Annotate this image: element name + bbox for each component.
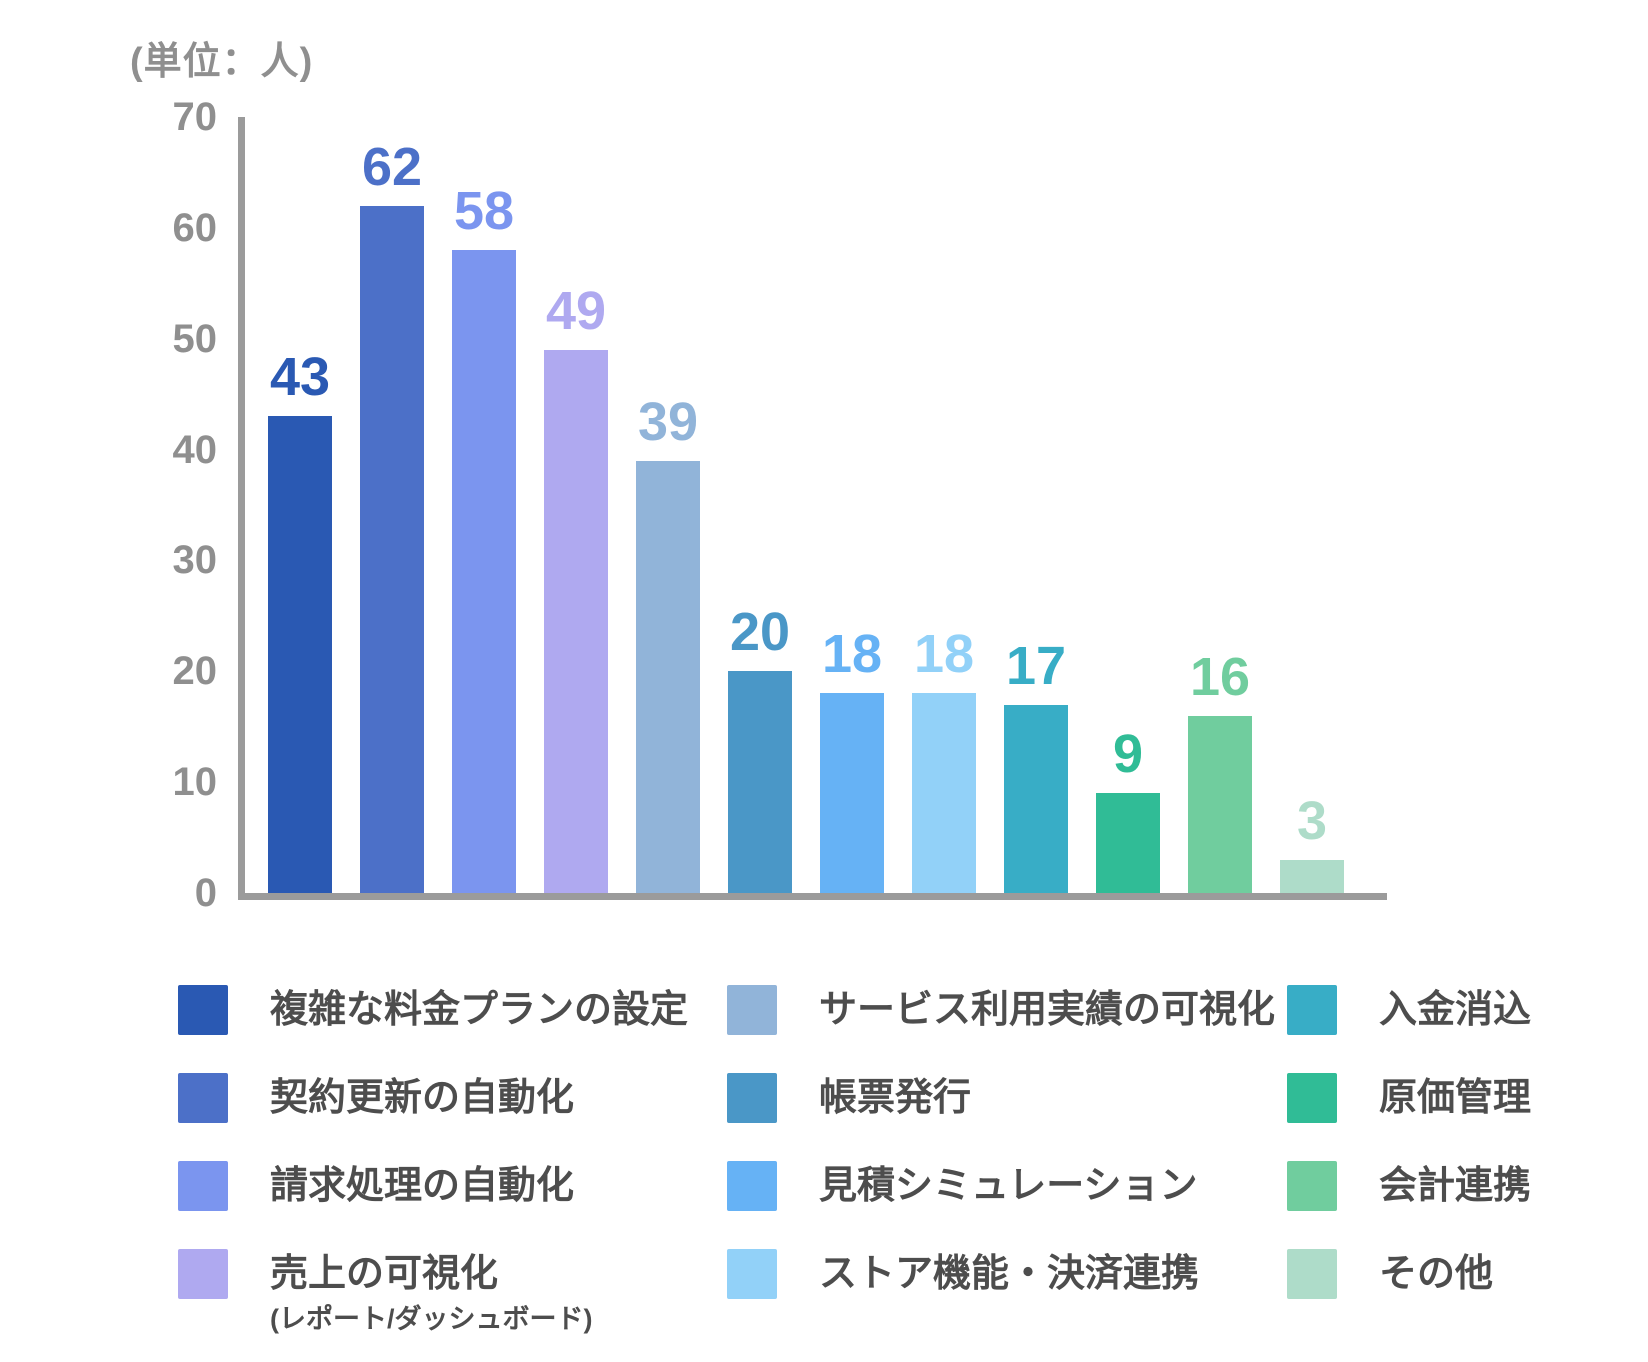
legend-swatch (1287, 1073, 1337, 1123)
legend-swatch (1287, 1249, 1337, 1299)
legend-item-label: 売上の可視化 (270, 1253, 499, 1295)
legend-swatch (178, 1161, 228, 1211)
unit-label: (単位：人) (130, 41, 314, 83)
legend-item-text: 入金消込 (1379, 985, 1531, 1035)
legend-item: 会計連携 (1287, 1161, 1531, 1211)
legend-item: 入金消込 (1287, 985, 1531, 1035)
legend-item: 複雑な料金プランの設定 (178, 985, 688, 1035)
bar-value-label: 9 (1112, 724, 1144, 784)
bar-value-label: 62 (361, 137, 423, 197)
y-axis-tick-label: 10 (172, 760, 218, 805)
legend-item-label: 原価管理 (1379, 1077, 1532, 1119)
bar-value-label: 43 (269, 347, 331, 407)
bar-value-label: 58 (453, 181, 515, 241)
legend-swatch (178, 1249, 228, 1299)
legend-swatch (727, 1249, 777, 1299)
legend-item: 契約更新の自動化 (178, 1073, 688, 1123)
y-axis-tick-label: 40 (172, 427, 218, 472)
legend-swatch (1287, 1161, 1337, 1211)
legend-item-label: サービス利用実績の可視化 (819, 989, 1276, 1031)
bar-value-label: 49 (545, 281, 607, 341)
bar-請求処理の自動化 (452, 250, 516, 893)
legend-column: 入金消込原価管理会計連携その他 (1287, 985, 1531, 1337)
legend-item-text: サービス利用実績の可視化 (819, 985, 1275, 1035)
legend-item-label: ストア機能・決済連携 (819, 1253, 1200, 1295)
legend-swatch (1287, 985, 1337, 1035)
legend-item-label: 会計連携 (1379, 1165, 1532, 1207)
bar-その他 (1280, 860, 1344, 893)
legend-item: 売上の可視化 (レポート/ダッシュボード) (178, 1249, 688, 1337)
legend-item-label: 請求処理の自動化 (270, 1165, 575, 1207)
bar-複雑な料金プランの設定 (268, 416, 332, 893)
legend-item-sublabel: (レポート/ダッシュボード) (270, 1304, 593, 1334)
legend-item: ストア機能・決済連携 (727, 1249, 1275, 1299)
legend-swatch (727, 1161, 777, 1211)
bar-原価管理 (1096, 793, 1160, 893)
bar-入金消込 (1004, 705, 1068, 893)
legend-item-text: 請求処理の自動化 (270, 1161, 574, 1211)
legend-item: その他 (1287, 1249, 1531, 1299)
bar-value-label: 16 (1189, 647, 1251, 707)
legend-item-text: 帳票発行 (819, 1073, 971, 1123)
y-axis-tick-label: 70 (172, 95, 218, 139)
y-axis-tick-label: 20 (172, 649, 218, 694)
legend-item-text: 見積シミュレーション (819, 1161, 1197, 1211)
legend-item-text: 売上の可視化 (レポート/ダッシュボード) (270, 1249, 592, 1337)
legend-item-text: 契約更新の自動化 (270, 1073, 574, 1123)
legend-item-label: 契約更新の自動化 (270, 1077, 575, 1119)
bar-契約更新の自動化 (360, 206, 424, 893)
bar-ストア機能・決済連携 (912, 693, 976, 893)
legend-item-label: 帳票発行 (819, 1077, 972, 1119)
bar-value-label: 39 (637, 392, 699, 452)
legend-item: 帳票発行 (727, 1073, 1275, 1123)
bar-value-label: 17 (1005, 636, 1067, 696)
bar-帳票発行 (728, 671, 792, 893)
legend-item: 見積シミュレーション (727, 1161, 1275, 1211)
legend-swatch (178, 985, 228, 1035)
legend-swatch (727, 1073, 777, 1123)
legend-column: 複雑な料金プランの設定 契約更新の自動化 請求処理の自動化 売上の可視化 (レポート/ダ… (178, 985, 688, 1362)
y-axis-tick-label: 60 (172, 205, 218, 250)
legend-item-text: ストア機能・決済連携 (819, 1249, 1199, 1299)
legend-item-text: その他 (1379, 1249, 1493, 1299)
legend-item: 原価管理 (1287, 1073, 1531, 1123)
legend-column: サービス利用実績の可視化 帳票発行見積シミュレーション ストア機能・決済連携 (727, 985, 1275, 1337)
legend-item-text: 複雑な料金プランの設定 (270, 985, 688, 1035)
legend-swatch (178, 1073, 228, 1123)
bar-value-label: 20 (729, 602, 791, 662)
legend-item-text: 会計連携 (1379, 1161, 1531, 1211)
bar-会計連携 (1188, 716, 1252, 893)
legend-item-label: 見積シミュレーション (819, 1165, 1198, 1207)
bar-value-label: 18 (821, 624, 883, 684)
bar-見積シミュレーション (820, 693, 884, 893)
bar-売上の可視化（レポート/ダッシュボード） (544, 350, 608, 893)
y-axis-tick-label: 0 (194, 871, 217, 915)
legend-swatch (727, 985, 777, 1035)
legend-item: 請求処理の自動化 (178, 1161, 688, 1211)
bar-value-label: 3 (1296, 791, 1328, 851)
bar-サービス利用実績の可視化 (636, 461, 700, 893)
legend-item-label: 複雑な料金プランの設定 (270, 989, 689, 1031)
legend-item: サービス利用実績の可視化 (727, 985, 1275, 1035)
y-axis-tick-label: 30 (172, 538, 218, 583)
y-axis-tick-label: 50 (172, 316, 218, 361)
legend-item-label: その他 (1379, 1253, 1494, 1295)
plot-area: 43 62 58 49 39 20 18 18 17 9 16 3 (238, 117, 1387, 900)
legend-item-label: 入金消込 (1379, 989, 1532, 1031)
bar-value-label: 18 (913, 624, 975, 684)
legend-item-text: 原価管理 (1379, 1073, 1531, 1123)
